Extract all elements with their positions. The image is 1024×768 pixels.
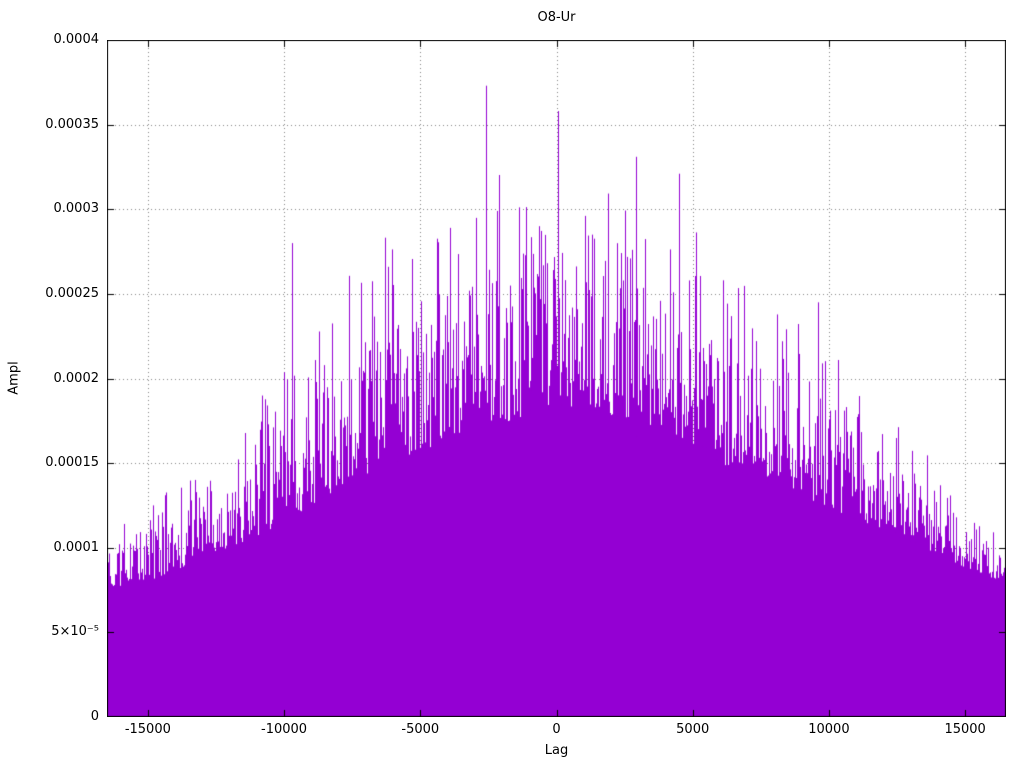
x-tick-label: 15000 [944, 722, 986, 737]
y-tick-label: 5×10⁻⁵ [51, 624, 99, 640]
x-tick-label: -10000 [261, 722, 308, 737]
y-tick-label: 0.00015 [45, 455, 99, 471]
y-tick-label: 0.00025 [45, 285, 99, 301]
y-tick-label: 0 [90, 709, 99, 724]
y-tick-label: 0.0002 [53, 370, 100, 386]
x-axis-label: Lag [544, 743, 569, 758]
y-tick-label: 0.0001 [53, 539, 100, 555]
x-tick-label: 0 [552, 722, 561, 737]
x-tick-label: -5000 [401, 722, 440, 737]
x-tick-label: 5000 [676, 722, 710, 737]
chart-title: O8-Ur [537, 10, 576, 25]
y-tick-label: 0.0004 [53, 32, 100, 47]
x-tick-label: 10000 [808, 722, 850, 737]
y-tick-label: 0.00035 [45, 116, 99, 132]
y-tick-label: 0.0003 [53, 201, 100, 217]
plot-canvas [107, 40, 1006, 717]
x-tick-label: -15000 [124, 722, 171, 737]
